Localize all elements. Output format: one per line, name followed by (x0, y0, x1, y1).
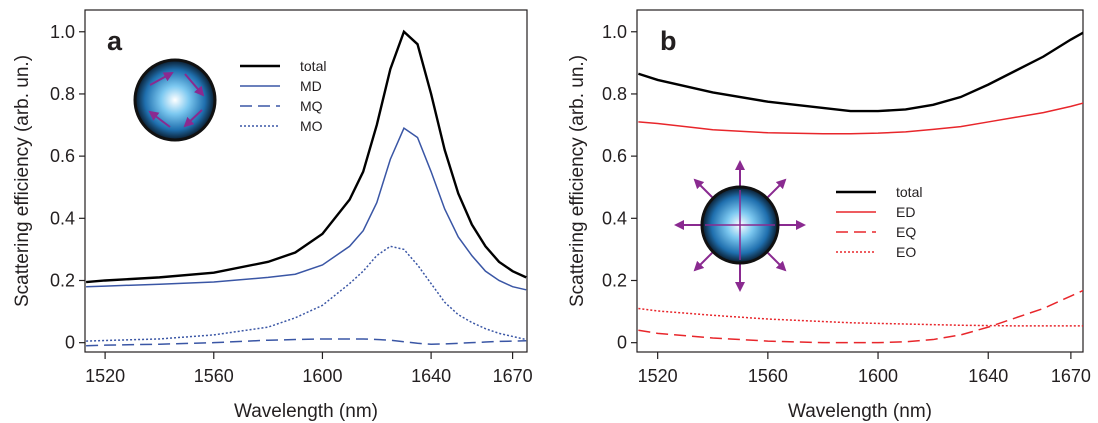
legend-label: MO (300, 118, 323, 134)
y-tick-label: 0 (65, 333, 75, 353)
series-line (85, 29, 527, 284)
y-tick-label: 0.6 (50, 146, 75, 166)
y-tick-label: 1.0 (50, 22, 75, 42)
legend-label: MD (300, 78, 322, 94)
x-tick-label: 1520 (85, 366, 125, 386)
y-tick-label: 0 (617, 333, 627, 353)
x-tick-label: 1560 (194, 366, 234, 386)
icon-electric (674, 160, 806, 292)
series-line (638, 102, 1083, 135)
y-axis-label: Scattering efficiency (arb. un.) (567, 55, 588, 307)
legend-label: total (896, 184, 922, 200)
legend-label: EO (896, 244, 916, 260)
y-axis-label: Scattering efficiency (arb. un.) (12, 55, 33, 307)
y-tick-label: 0.2 (602, 270, 627, 290)
y-tick-label: 0.8 (602, 84, 627, 104)
x-tick-label: 1670 (493, 366, 533, 386)
series-line (86, 127, 527, 291)
x-tick-label: 1600 (858, 366, 898, 386)
legend-label: EQ (896, 224, 916, 240)
x-tick-label: 1600 (302, 366, 342, 386)
y-tick-label: 1.0 (602, 22, 627, 42)
series-line (638, 307, 1083, 327)
y-tick-label: 0.6 (602, 146, 627, 166)
x-tick-label: 1640 (411, 366, 451, 386)
x-tick-label: 1670 (1051, 366, 1091, 386)
plot-lines (85, 29, 527, 347)
series-line (86, 338, 527, 347)
y-tick-label: 0.8 (50, 84, 75, 104)
series-line (638, 289, 1083, 344)
legend-label: ED (896, 204, 915, 220)
x-tick-label: 1520 (638, 366, 678, 386)
icon-magnetic (133, 58, 217, 142)
x-tick-label: 1560 (748, 366, 788, 386)
series-line (638, 31, 1083, 113)
plot-frame (636, 9, 1084, 353)
legend-label: total (300, 58, 326, 74)
series-line (86, 245, 527, 342)
plot-frame (84, 9, 528, 353)
panel-label: a (107, 26, 123, 56)
y-tick-label: 0.2 (50, 270, 75, 290)
y-tick-label: 0.4 (50, 208, 75, 228)
x-axis-label: Wavelength (nm) (788, 401, 932, 422)
panel-label: b (660, 26, 677, 56)
plot-lines (638, 31, 1083, 344)
y-tick-label: 0.4 (602, 208, 627, 228)
legend-label: MQ (300, 98, 323, 114)
x-tick-label: 1640 (968, 366, 1008, 386)
x-axis-label: Wavelength (nm) (234, 401, 378, 422)
